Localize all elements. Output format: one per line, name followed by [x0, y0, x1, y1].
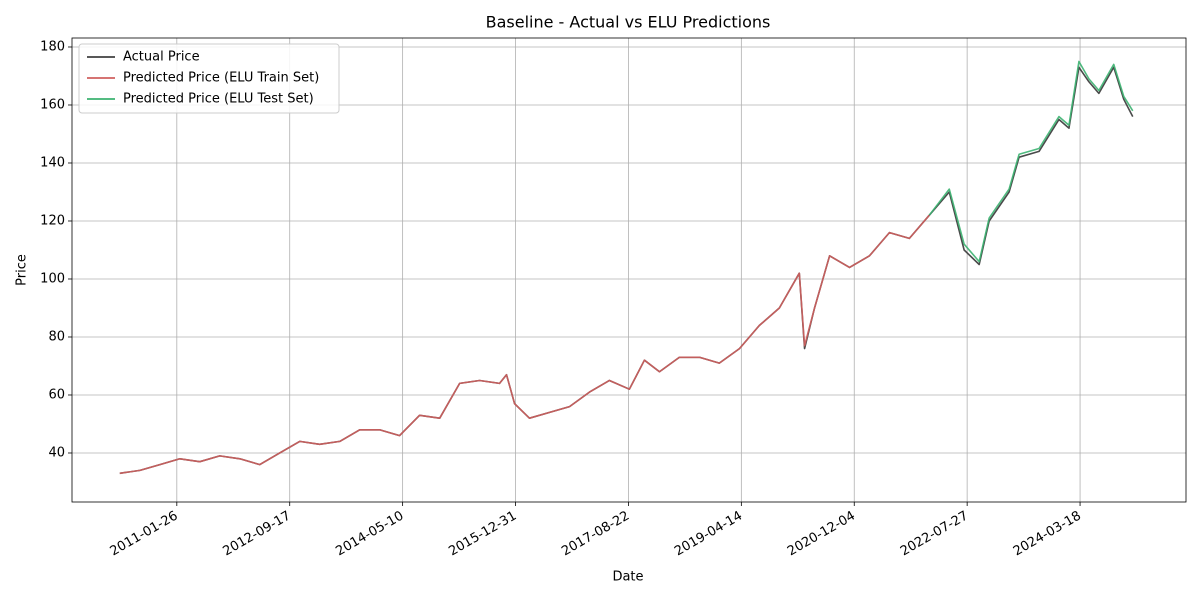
y-tick-label: 60 [48, 387, 65, 402]
x-tick-label: 2022-07-27 [898, 509, 971, 560]
y-tick-label: 160 [40, 97, 65, 112]
series-line [928, 60, 1134, 263]
y-tick-label: 120 [40, 213, 65, 228]
y-tick-label: 40 [48, 445, 65, 460]
chart-title: Baseline - Actual vs ELU Predictions [486, 13, 771, 32]
y-tick-label: 100 [40, 271, 65, 286]
y-tick-label: 180 [40, 39, 65, 54]
y-tick-label: 80 [48, 329, 65, 344]
legend-label: Actual Price [123, 50, 200, 65]
x-tick-label: 2019-04-14 [672, 509, 745, 560]
plot-frame [71, 37, 1187, 503]
x-tick-label: 2020-12-04 [785, 509, 858, 560]
y-axis-label: Price [15, 254, 30, 286]
x-axis-label: Date [612, 570, 643, 585]
series-line [119, 66, 1134, 475]
y-tick-label: 140 [40, 155, 65, 170]
legend-label: Predicted Price (ELU Train Set) [123, 71, 319, 86]
x-tick-label: 2024-03-18 [1011, 509, 1084, 560]
series-line [119, 214, 930, 475]
legend-label: Predicted Price (ELU Test Set) [123, 92, 314, 107]
x-tick-label: 2017-08-22 [559, 509, 632, 560]
legend-box [78, 43, 340, 114]
x-tick-label: 2015-12-31 [446, 509, 519, 560]
x-tick-label: 2012-09-17 [221, 509, 294, 560]
x-tick-label: 2011-01-26 [108, 509, 181, 560]
legend: Actual Price Predicted Price (ELU Train S… [78, 43, 340, 114]
x-tick-label: 2014-05-10 [333, 509, 406, 560]
